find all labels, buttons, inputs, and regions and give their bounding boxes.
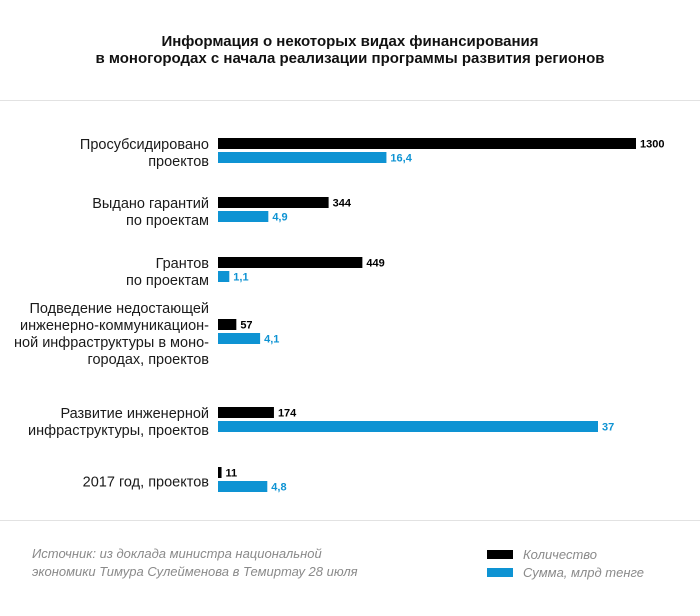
- bar-count: [218, 197, 329, 208]
- legend-item-count: Количество: [487, 545, 644, 563]
- bar-sum: [218, 271, 230, 282]
- data-label-count: 449: [366, 258, 384, 270]
- bar-count: [218, 138, 636, 149]
- legend-label-count: Количество: [523, 546, 598, 562]
- category-label: по проектам: [126, 213, 209, 229]
- category-label: проектов: [148, 154, 209, 170]
- data-label-sum: 16,4: [390, 153, 412, 165]
- bar-count: [218, 257, 363, 268]
- bar-sum: [218, 333, 261, 344]
- source-line-1: Источник: из доклада министра национальн…: [32, 546, 322, 561]
- category-label: инженерно-коммуникацион-: [20, 318, 209, 334]
- category-label: Подведение недостающей: [29, 301, 209, 317]
- bar-count: [218, 319, 237, 330]
- bar-sum: [218, 481, 268, 492]
- data-label-sum: 37: [602, 422, 614, 434]
- data-label-count: 57: [240, 320, 252, 332]
- category-label: по проектам: [126, 273, 209, 289]
- bar-count: [218, 467, 222, 478]
- top-divider: [0, 100, 700, 101]
- category-label: 2017 год, проектов: [83, 475, 210, 491]
- chart-title: Информация о некоторых видах финансирова…: [0, 33, 700, 67]
- chart-title-line-1: Информация о некоторых видах финансирова…: [161, 33, 539, 50]
- data-label-sum: 4,9: [272, 212, 287, 224]
- bar-sum: [218, 152, 387, 163]
- category-label: Просубсидировано: [80, 137, 209, 153]
- data-label-sum: 1,1: [233, 272, 248, 284]
- bar-sum: [218, 421, 598, 432]
- legend-item-sum: Сумма, млрд тенге: [487, 563, 644, 581]
- category-label: Развитие инженерной: [60, 406, 209, 422]
- data-label-count: 344: [333, 198, 352, 210]
- bar-count: [218, 407, 274, 418]
- category-label: городах, проектов: [88, 352, 210, 368]
- data-label-sum: 4,1: [264, 334, 279, 346]
- source-note: Источник: из доклада министра национальн…: [32, 545, 358, 581]
- bottom-divider: [0, 520, 700, 521]
- data-label-count: 1300: [640, 139, 664, 151]
- legend-swatch-count: [487, 549, 513, 559]
- category-label: инфраструктуры, проектов: [28, 423, 209, 439]
- data-label-count: 11: [226, 468, 238, 480]
- chart-title-line-2: в моногородах с начала реализации програ…: [95, 50, 605, 67]
- legend-swatch-sum: [487, 567, 513, 577]
- legend-label-sum: Сумма, млрд тенге: [523, 564, 644, 580]
- category-label: ной инфраструктуры в моно-: [14, 335, 209, 351]
- source-line-2: экономики Тимура Сулейменова в Темиртау …: [32, 564, 358, 579]
- legend: Количество Сумма, млрд тенге: [487, 545, 644, 581]
- data-label-count: 174: [278, 408, 297, 420]
- data-label-sum: 4,8: [271, 482, 286, 494]
- bar-sum: [218, 211, 269, 222]
- category-label: Выдано гарантий: [92, 196, 209, 212]
- category-label: Грантов: [156, 256, 210, 272]
